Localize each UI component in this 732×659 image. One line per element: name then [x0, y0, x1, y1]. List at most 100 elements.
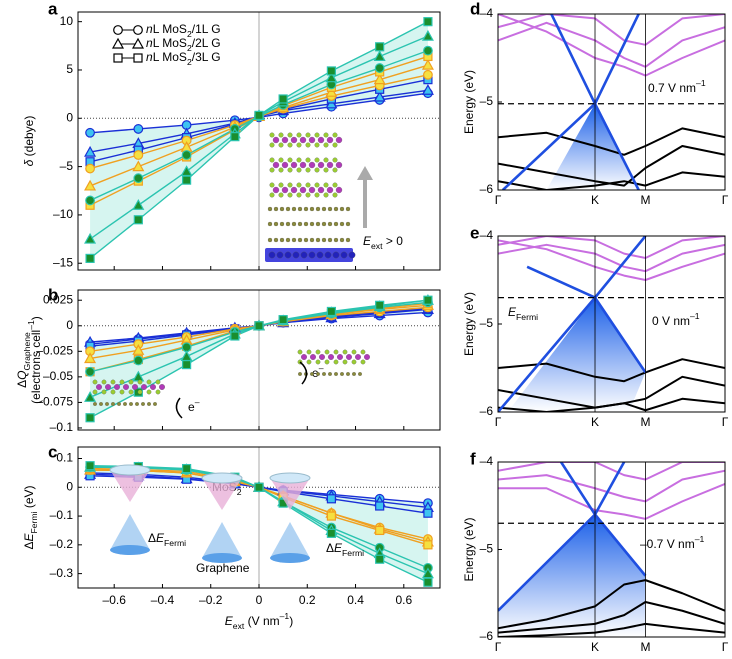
- y-tick-label: –0.1: [50, 508, 74, 522]
- atom: [317, 161, 325, 169]
- atom: [324, 359, 330, 365]
- atom: [101, 379, 107, 385]
- atom: [314, 182, 320, 188]
- atom: [292, 251, 300, 259]
- atom: [319, 354, 325, 360]
- atom: [101, 389, 107, 395]
- atom: [339, 221, 345, 227]
- marker: [111, 37, 125, 49]
- text-part: 2: [187, 29, 192, 39]
- atom: [296, 167, 302, 173]
- text-part: –0.7 V nm: [640, 537, 695, 551]
- marker: [230, 331, 240, 341]
- atom: [267, 221, 273, 227]
- atom: [314, 157, 320, 163]
- text-part: Energy (eV): [462, 517, 476, 581]
- atom: [324, 349, 330, 355]
- marker: [133, 124, 144, 134]
- y-tick-label: –4: [480, 454, 494, 468]
- marker: [133, 215, 143, 225]
- atom: [285, 237, 291, 243]
- cone: [110, 470, 150, 502]
- atom: [285, 221, 291, 227]
- text-part: ): [289, 614, 293, 628]
- filled-states: [507, 297, 646, 412]
- text-part: 2: [187, 43, 192, 53]
- atom: [279, 206, 285, 212]
- atom: [360, 349, 366, 355]
- atom: [147, 402, 151, 406]
- atom: [315, 206, 321, 212]
- atom: [314, 167, 320, 173]
- atom: [99, 402, 103, 406]
- x-tick-label: Γ: [722, 415, 729, 429]
- text-part: L MoS: [153, 22, 187, 36]
- annotation: ΔEFermi: [326, 541, 364, 558]
- y-axis-label: Energy (eV): [462, 517, 476, 581]
- band: [498, 145, 725, 187]
- atom: [269, 132, 275, 138]
- annotation: e–: [188, 397, 200, 414]
- marker: [133, 53, 143, 63]
- atom: [315, 221, 321, 227]
- atom: [351, 349, 357, 355]
- band: [498, 462, 725, 481]
- text-part: δ: [22, 159, 36, 166]
- marker: [375, 42, 385, 52]
- atom: [332, 167, 338, 173]
- atom: [135, 402, 139, 406]
- atom: [301, 354, 307, 360]
- atom: [287, 142, 293, 148]
- atom: [291, 206, 297, 212]
- filled-states: [498, 514, 646, 637]
- atom: [335, 186, 343, 194]
- plot-frame: [497, 13, 726, 191]
- text-part: Energy (eV): [462, 292, 476, 356]
- atom: [296, 182, 302, 188]
- atom: [303, 221, 309, 227]
- marker: [421, 84, 434, 95]
- atom: [332, 182, 338, 188]
- marker: [132, 160, 145, 172]
- atom: [114, 384, 120, 390]
- y-tick-label: –6: [480, 629, 494, 643]
- text-part: (V nm: [244, 614, 279, 628]
- marker: [278, 94, 288, 104]
- band: [498, 482, 725, 520]
- atom: [360, 359, 366, 365]
- atom: [128, 379, 134, 385]
- text-part: n: [146, 50, 153, 64]
- band: [498, 14, 725, 77]
- atom: [273, 221, 279, 227]
- band: [498, 397, 725, 412]
- atom: [155, 389, 161, 395]
- marker: [182, 175, 192, 185]
- band-layer: [498, 14, 725, 190]
- atom: [129, 402, 133, 406]
- atom: [309, 206, 315, 212]
- text-part: Energy (eV): [462, 70, 476, 134]
- atom: [323, 157, 329, 163]
- atom: [290, 161, 298, 169]
- atom: [323, 142, 329, 148]
- atom: [321, 206, 327, 212]
- marker: [375, 554, 385, 564]
- atom: [346, 372, 350, 376]
- text-part: –: [319, 363, 324, 373]
- atom: [317, 186, 325, 194]
- atom: [310, 372, 314, 376]
- band: [498, 601, 725, 634]
- cone-bottom: [202, 553, 242, 563]
- atom: [314, 132, 320, 138]
- y-tick-label: –6: [480, 404, 494, 418]
- atom: [310, 354, 316, 360]
- atom: [299, 186, 307, 194]
- atom: [315, 359, 321, 365]
- atom: [334, 372, 338, 376]
- marker: [132, 344, 145, 355]
- text-part: e: [188, 400, 195, 414]
- atom: [303, 237, 309, 243]
- y-tick-label: –0.2: [50, 537, 74, 551]
- text-part: Q: [15, 371, 29, 380]
- atom: [355, 354, 361, 360]
